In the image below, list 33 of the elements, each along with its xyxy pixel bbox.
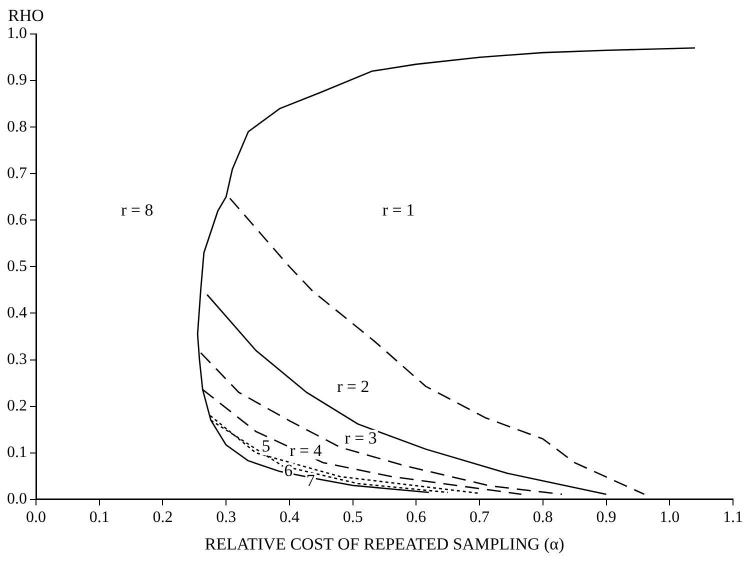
x-tick-label: 0.3 <box>216 509 236 526</box>
annotation: 5 <box>262 436 270 456</box>
x-axis-title: RELATIVE COST OF REPEATED SAMPLING (α) <box>204 534 564 554</box>
y-axis-title: RHO <box>8 6 44 26</box>
y-tick-label: 0.9 <box>7 72 27 89</box>
y-tick-label: 0.4 <box>7 304 27 322</box>
x-tick-label: 1.0 <box>660 509 680 526</box>
y-tick-label: 0.2 <box>7 398 27 415</box>
x-tick-label: 0.5 <box>342 509 363 526</box>
x-tick-label: 0.7 <box>470 509 490 526</box>
annotation: r = 2 <box>337 377 370 396</box>
y-tick-label: 1.0 <box>7 25 27 42</box>
x-tick-label: 0.2 <box>152 509 173 526</box>
y-tick-label: 0.7 <box>7 164 27 182</box>
y-tick-label: 0.5 <box>7 258 27 275</box>
x-tick-label: 0.6 <box>406 509 426 526</box>
x-tick-label: 0.8 <box>532 509 553 526</box>
y-tick-label: 0.3 <box>7 350 27 368</box>
x-tick-label: 0.1 <box>89 509 110 526</box>
x-tick-label: 0.0 <box>26 509 46 526</box>
annotation: 7 <box>306 471 316 490</box>
annotation: r = 3 <box>344 428 377 448</box>
y-tick-label: 0.8 <box>7 118 27 136</box>
x-tick-label: 0.9 <box>596 509 616 526</box>
y-tick-label: 0.6 <box>7 211 27 228</box>
x-tick-label: 1.1 <box>723 509 743 526</box>
y-tick-label: 0.1 <box>7 444 27 462</box>
annotation: 6 <box>284 460 293 480</box>
annotation: r = 1 <box>382 200 415 220</box>
annotation: r = 8 <box>120 200 154 220</box>
y-tick-label: 0.0 <box>7 490 27 508</box>
x-tick-label: 0.4 <box>279 509 300 526</box>
annotation: r = 4 <box>290 440 322 460</box>
